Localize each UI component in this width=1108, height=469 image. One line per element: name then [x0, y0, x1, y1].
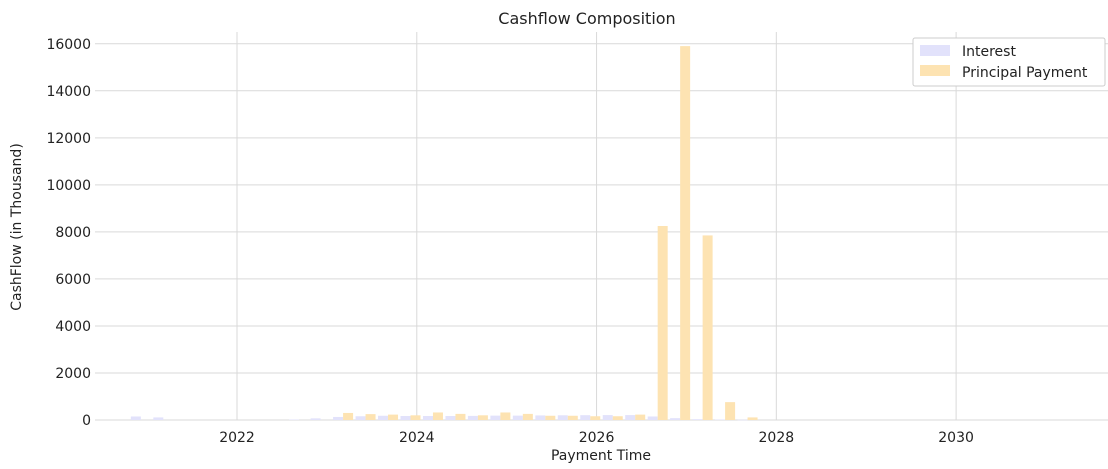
- bar-interest: [715, 419, 726, 421]
- legend-swatch-principal: [920, 65, 950, 76]
- x-tick-label: 2030: [938, 430, 974, 446]
- bar-principal-payment: [343, 412, 354, 420]
- bar-principal-payment: [545, 415, 556, 420]
- bar-principal-payment: [455, 413, 466, 420]
- x-tick-label: 2026: [579, 430, 615, 446]
- legend-swatch-interest: [920, 45, 950, 56]
- bar-principal-payment: [702, 235, 713, 420]
- bar-interest: [602, 415, 613, 420]
- y-tick-label: 4000: [55, 319, 91, 335]
- bar-interest: [130, 416, 141, 420]
- legend-label-principal: Principal Payment: [962, 65, 1088, 81]
- y-tick-label: 16000: [46, 37, 91, 53]
- bar-interest: [737, 419, 748, 421]
- y-tick-label: 12000: [46, 131, 91, 147]
- bar-interest: [153, 417, 164, 420]
- bar-interest: [355, 416, 366, 420]
- bar-principal-payment: [365, 414, 376, 420]
- grid-layer: [95, 32, 1108, 421]
- bar-interest: [310, 418, 321, 420]
- ticks-layer: 0 2000 4000 6000 8000 10000 12000 14000 16000 202…: [46, 37, 973, 446]
- bar-interest: [557, 415, 568, 420]
- bar-principal-payment: [522, 413, 533, 420]
- bar-interest: [670, 418, 681, 420]
- bar-interest: [490, 415, 501, 420]
- bar-principal-payment: [388, 414, 399, 420]
- bar-principal-payment: [500, 412, 511, 420]
- bar-interest: [692, 419, 703, 420]
- y-tick-label: 2000: [55, 366, 91, 382]
- bar-principal-payment: [612, 416, 623, 420]
- bar-principal-payment: [657, 226, 668, 420]
- bar-interest: [289, 419, 300, 421]
- x-tick-label: 2024: [399, 430, 435, 446]
- bar-interest: [535, 415, 546, 420]
- y-tick-label: 6000: [55, 272, 91, 288]
- legend: Interest Principal Payment: [912, 37, 1106, 87]
- y-tick-label: 10000: [46, 178, 91, 194]
- y-tick-label: 0: [82, 413, 91, 429]
- chart-title: Cashflow Composition: [498, 9, 675, 28]
- bar-interest: [512, 415, 523, 420]
- bar-principal-payment: [635, 414, 646, 420]
- bar-principal-payment: [410, 415, 421, 420]
- y-tick-label: 8000: [55, 225, 91, 241]
- x-tick-label: 2022: [219, 430, 255, 446]
- bar-principal-payment: [477, 415, 488, 420]
- legend-label-interest: Interest: [962, 44, 1016, 60]
- bar-principal-payment: [725, 402, 736, 420]
- bar-interest: [422, 416, 433, 420]
- bar-interest: [333, 416, 344, 420]
- bar-interest: [378, 415, 389, 420]
- x-tick-label: 2028: [759, 430, 795, 446]
- bar-principal-payment: [680, 46, 691, 420]
- bar-principal-payment: [747, 417, 758, 420]
- bar-interest: [467, 415, 478, 420]
- x-axis-title: Payment Time: [551, 448, 651, 464]
- bar-interest: [647, 416, 658, 420]
- bars-layer: [130, 46, 758, 421]
- bar-interest: [580, 415, 591, 420]
- bar-interest: [445, 416, 456, 420]
- bar-principal-payment: [432, 412, 443, 420]
- bar-principal-payment: [590, 416, 601, 420]
- bar-interest: [400, 416, 411, 420]
- bar-interest: [625, 415, 636, 420]
- y-axis-title: CashFlow (in Thousand): [9, 143, 25, 311]
- legend-box: [912, 37, 1106, 87]
- y-tick-label: 14000: [46, 84, 91, 100]
- bar-principal-payment: [567, 415, 578, 420]
